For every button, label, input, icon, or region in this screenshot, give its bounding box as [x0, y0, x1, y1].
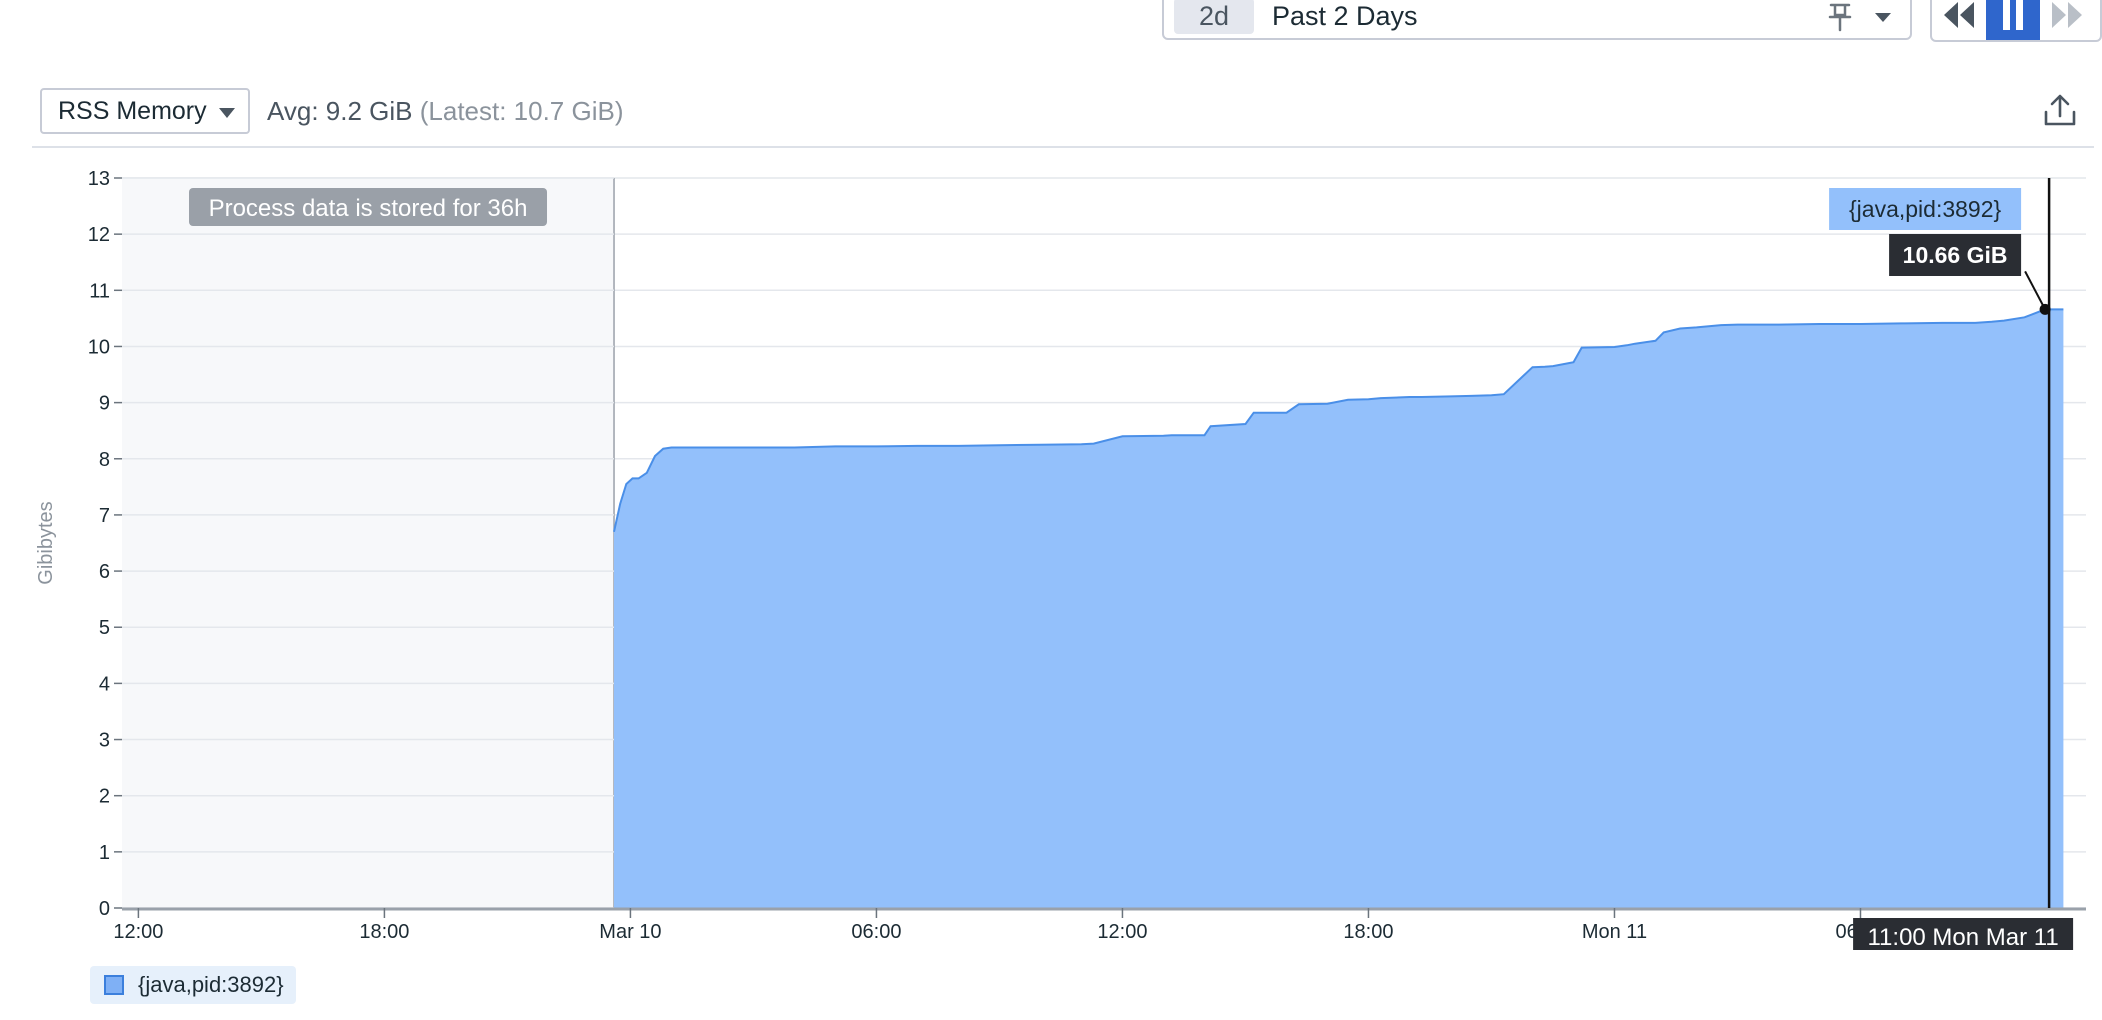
hover-time-tag: 11:00 Mon Mar 11 — [1867, 924, 2058, 950]
hover-series-tag-bg — [1829, 188, 2022, 230]
series-area-0 — [614, 309, 2064, 908]
chevron-down-icon[interactable] — [1872, 6, 1894, 28]
x-tick-label: 18:00 — [359, 921, 409, 943]
legend-swatch — [104, 975, 124, 995]
hover-leader-line — [2024, 270, 2046, 310]
y-tick-label: 8 — [99, 449, 110, 471]
legend-item[interactable]: {java,pid:3892} — [90, 966, 296, 1004]
y-axis-label: Gibibytes — [35, 501, 57, 584]
pin-icon[interactable] — [1826, 2, 1854, 32]
y-tick-label: 11 — [89, 280, 110, 302]
hover-value-tag-bg — [1889, 234, 2022, 276]
time-range-chip: 2d — [1174, 0, 1254, 34]
y-tick-label: 12 — [88, 224, 110, 246]
hover-time-tag-bg — [1853, 918, 2074, 950]
pause-icon[interactable] — [1986, 0, 2040, 42]
export-icon[interactable] — [2042, 92, 2078, 128]
x-tick-label: 12:00 — [113, 921, 163, 943]
y-tick-label: 6 — [99, 561, 110, 583]
series-line-0 — [613, 308, 2064, 533]
hover-series-tag: {java,pid:3892} — [1849, 196, 2002, 222]
x-tick-label: 12:00 — [1097, 921, 1147, 943]
y-tick-label: 5 — [99, 617, 110, 639]
retention-badge: Process data is stored for 36h — [189, 188, 548, 226]
retention-region — [122, 178, 615, 908]
x-tick-label: Mar 10 — [599, 921, 661, 943]
hover-value-tag: 10.66 GiB — [1903, 242, 2008, 268]
y-tick-label: 3 — [99, 730, 110, 752]
metric-select[interactable]: RSS Memory — [40, 88, 250, 134]
hover-point — [2039, 303, 2051, 315]
fast-forward-icon[interactable] — [2040, 0, 2094, 42]
y-tick-label: 1 — [99, 842, 110, 864]
chevron-down-icon — [219, 108, 235, 118]
y-tick-label: 4 — [99, 673, 110, 695]
x-tick-label: 06:00 — [851, 921, 901, 943]
y-tick-label: 10 — [88, 336, 110, 358]
rewind-icon[interactable] — [1932, 0, 1986, 42]
hover-crosshair: {java,pid:3892} 10.66 GiB 11:00 Mon Mar … — [1829, 178, 2074, 950]
playback-controls — [1930, 0, 2102, 42]
metric-summary: Avg: 9.2 GiB (Latest: 10.7 GiB) — [267, 94, 624, 128]
series-layer — [122, 177, 2064, 909]
latest-value: (Latest: 10.7 GiB) — [419, 96, 624, 126]
retention-note: Process data is stored for 36h — [209, 195, 528, 222]
time-range-picker[interactable]: 2d Past 2 Days — [1162, 0, 1912, 40]
y-tick-label: 2 — [99, 786, 110, 808]
retention-badge-bg — [189, 188, 548, 226]
time-range-label: Past 2 Days — [1272, 1, 1418, 31]
legend-label: {java,pid:3892} — [138, 972, 284, 997]
y-tick-label: 9 — [99, 393, 110, 415]
y-tick-label: 13 — [88, 168, 110, 190]
avg-value: Avg: 9.2 GiB — [267, 96, 413, 126]
y-tick-label: 0 — [99, 898, 110, 920]
metric-select-label: RSS Memory — [58, 97, 207, 125]
x-tick-label: Mon 11 — [1582, 921, 1647, 943]
x-tick-label: 18:00 — [1343, 921, 1393, 943]
header-divider — [32, 146, 2094, 148]
y-tick-label: 7 — [99, 505, 110, 527]
